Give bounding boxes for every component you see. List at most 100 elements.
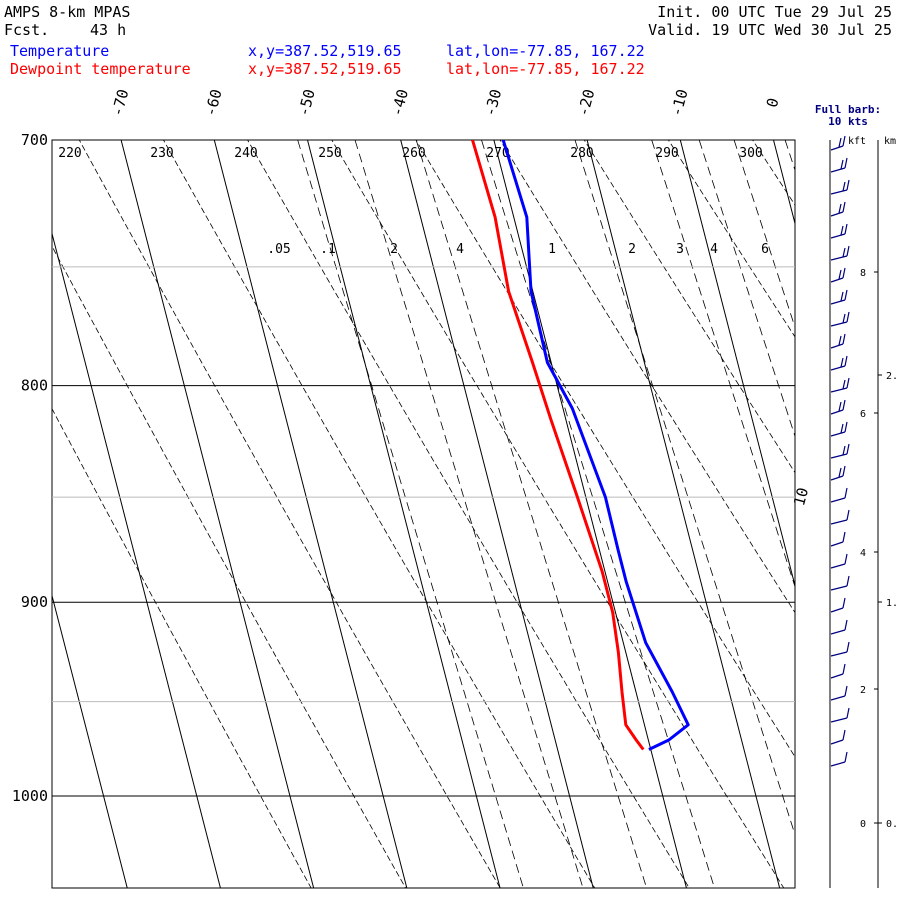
wind-barbs xyxy=(830,135,850,767)
wind-barb-feather xyxy=(842,135,846,147)
wind-barb-feather xyxy=(844,223,848,235)
wind-barb-feather xyxy=(840,357,844,368)
mixing-ratio-line xyxy=(297,140,524,888)
potential-temperature-label: 270 xyxy=(486,146,509,161)
wind-barb xyxy=(830,211,844,217)
wind-barb xyxy=(830,255,848,261)
mixing-ratio-label: .05 xyxy=(267,242,290,257)
mixing-ratio-label: .1 xyxy=(320,242,336,257)
km-label: km xyxy=(884,136,896,147)
wind-barb xyxy=(830,343,844,349)
wind-barb-feather xyxy=(846,575,850,587)
wind-barb-feather xyxy=(842,399,846,411)
isotherm-line xyxy=(400,140,594,888)
wind-barb xyxy=(830,189,848,195)
wind-barb-feather xyxy=(844,157,848,169)
temperature-tick-label: -60 xyxy=(201,87,225,118)
barb-legend-value: 10 kts xyxy=(828,115,868,128)
series-line-dewpoint-temperature xyxy=(471,140,645,751)
kft-label: kft xyxy=(848,136,866,147)
wind-barb xyxy=(830,563,846,569)
temperature-xy: x,y=387.52,519.65 xyxy=(248,42,402,60)
wind-barb-feather xyxy=(838,137,842,148)
mixing-ratio-line xyxy=(354,140,584,888)
wind-barb-feather xyxy=(846,377,850,389)
background-lines xyxy=(52,114,900,900)
isotherm-line xyxy=(307,140,501,888)
dry-adiabat-line xyxy=(819,114,900,900)
wind-barb-feather xyxy=(844,289,848,301)
isotherm-line xyxy=(773,140,795,226)
wind-barb-feather xyxy=(844,421,848,433)
potential-temperature-label: 250 xyxy=(318,146,341,161)
wind-barb-feather xyxy=(838,269,842,280)
dry-adiabat-line xyxy=(499,140,795,614)
wind-barb xyxy=(830,453,848,459)
wind-barb-feather xyxy=(838,203,842,214)
wind-barb-feather xyxy=(838,401,842,412)
wind-barb-feather xyxy=(842,663,846,675)
wind-barb xyxy=(830,607,844,613)
wind-barb xyxy=(830,651,848,657)
wind-barb-feather xyxy=(842,729,846,741)
wind-barb-feather xyxy=(846,641,850,653)
pressure-tick-label: 1000 xyxy=(12,787,48,805)
wind-barb-feather xyxy=(844,685,848,697)
kft-tick-label: 6 xyxy=(860,409,866,420)
potential-temperature-labels: 220 230 240 250 260 270 280 290 300 xyxy=(58,146,762,161)
wind-barb xyxy=(830,475,844,481)
fcst-label: Fcst. xyxy=(4,21,50,39)
wind-barb xyxy=(830,387,848,393)
mixing-ratio-label: 3 xyxy=(676,242,684,257)
dry-adiabat-line xyxy=(78,140,501,888)
mixing-ratio-line xyxy=(574,140,795,836)
wind-barb-feather xyxy=(846,509,850,521)
dry-adiabat-line xyxy=(163,140,596,888)
wind-barb-feather xyxy=(844,619,848,631)
mixing-ratio-label: 4 xyxy=(456,242,464,257)
dry-adiabat-line xyxy=(667,140,795,338)
temperature-ticks: -70 -60 -50 -40 -30 -20 -10 0 10 xyxy=(108,87,812,507)
temperature-tick-label: -10 xyxy=(667,87,691,118)
wind-barb-feather xyxy=(842,379,846,390)
dry-adiabat-line xyxy=(52,407,312,888)
kft-tick-label: 2 xyxy=(860,685,866,696)
wind-barb xyxy=(830,409,844,415)
wind-barb-feather xyxy=(844,355,848,367)
wind-barb xyxy=(830,519,848,525)
pressure-tick-label: 700 xyxy=(21,131,48,149)
mixing-ratio-label: 6 xyxy=(761,242,769,257)
wind-barb-feather xyxy=(838,467,842,478)
dry-adiabat-line xyxy=(415,140,795,758)
kft-tick-label: 0 xyxy=(860,819,866,830)
temperature-tick-label: 10 xyxy=(790,486,812,508)
wind-barb-feather xyxy=(840,423,844,434)
wind-barb-feather xyxy=(842,445,846,456)
wind-barb xyxy=(830,145,844,151)
mixing-ratio-labels: .05 .1 2 4 1 2 3 4 6 xyxy=(267,242,769,257)
kft-tick-label: 4 xyxy=(860,548,866,559)
dry-adiabat-line xyxy=(752,140,795,206)
init-time: Init. 00 UTC Tue 29 Jul 25 xyxy=(657,3,892,21)
dry-adiabat-line xyxy=(331,140,785,888)
wind-barb-feather xyxy=(846,245,850,257)
wind-barb xyxy=(830,277,844,283)
isotherm-line xyxy=(213,140,408,888)
mixing-ratio-label: 1 xyxy=(548,242,556,257)
kft-tick-label: 8 xyxy=(860,268,866,279)
mixing-ratio-label: 4 xyxy=(710,242,718,257)
wind-barb xyxy=(830,321,848,327)
temperature-tick-label: 0 xyxy=(763,96,783,109)
wind-barb xyxy=(830,629,846,635)
model-title: AMPS 8-km MPAS xyxy=(4,3,131,21)
plot-frame xyxy=(51,139,796,889)
isobars xyxy=(52,266,795,797)
wind-barb-feather xyxy=(840,225,844,236)
wind-barb-feather xyxy=(840,159,844,170)
wind-barb xyxy=(830,673,844,679)
potential-temperature-label: 280 xyxy=(570,146,593,161)
wind-barb-feather xyxy=(842,201,846,213)
wind-barb-feather xyxy=(846,311,850,323)
temperature-tick-label: -40 xyxy=(388,87,412,118)
